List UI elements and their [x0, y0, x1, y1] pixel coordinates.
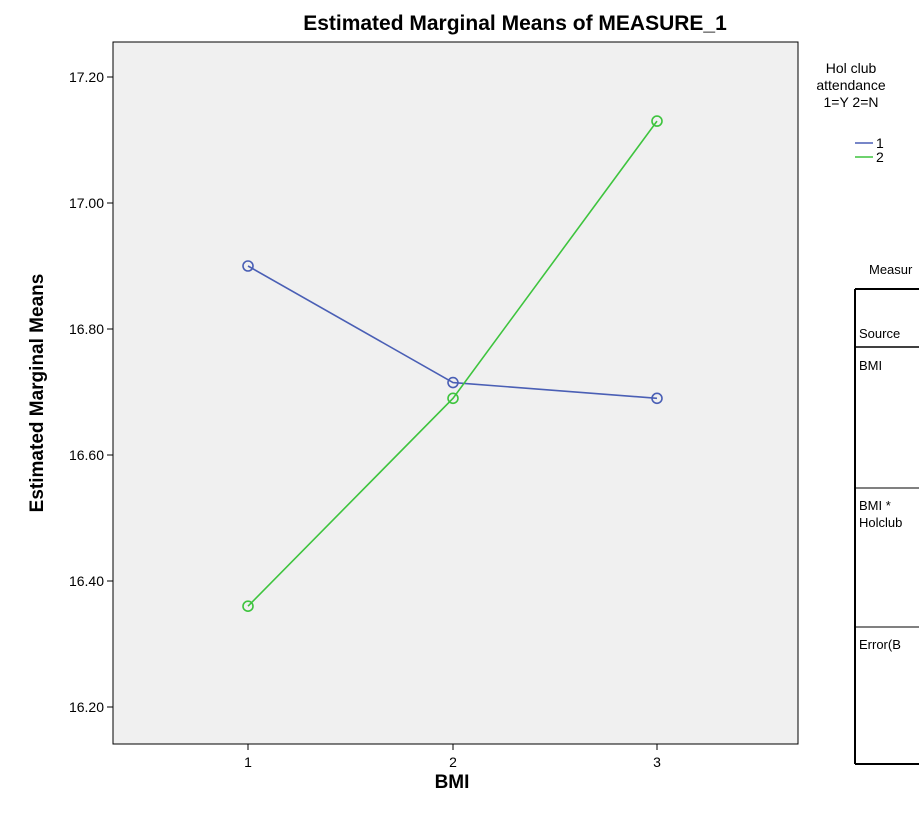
- x-axis-ticks: 1 2 3: [244, 744, 661, 770]
- side-table: Measur Source BMI BMI * Holclub Error(B: [854, 262, 919, 765]
- y-tick-label: 17.20: [69, 69, 104, 85]
- table-header-source: Source: [859, 326, 900, 341]
- legend-title-line-3: 1=Y 2=N: [823, 94, 878, 110]
- series-1-line: [247, 265, 658, 400]
- legend-label-1: 1: [876, 135, 884, 151]
- legend-title-line-1: Hol club: [826, 60, 877, 76]
- x-tick-label: 2: [449, 754, 457, 770]
- table-row-holclub: Holclub: [859, 515, 902, 530]
- x-tick-label: 3: [653, 754, 661, 770]
- series-1-point: [447, 376, 459, 389]
- x-axis-label: BMI: [435, 772, 470, 793]
- plot-area: [112, 41, 799, 745]
- legend-title-line-2: attendance: [816, 77, 885, 93]
- series-layer: [242, 115, 663, 613]
- y-axis-label: Estimated Marginal Means: [27, 274, 48, 513]
- x-tick-label: 1: [244, 754, 252, 770]
- series-1-point: [651, 392, 663, 405]
- table-row-bmi-star: BMI *: [859, 498, 891, 513]
- y-tick-label: 16.20: [69, 699, 104, 715]
- legend-items: 12: [855, 135, 884, 165]
- y-tick-label: 16.60: [69, 447, 104, 463]
- table-measure-label: Measur: [869, 262, 913, 277]
- y-tick-label: 17.00: [69, 195, 104, 211]
- chart-title: Estimated Marginal Means of MEASURE_1: [303, 12, 727, 35]
- y-tick-label: 16.80: [69, 321, 104, 337]
- series-2-point: [242, 600, 254, 613]
- series-1-point: [242, 260, 254, 272]
- y-tick-label: 16.40: [69, 573, 104, 589]
- series-2-line: [247, 120, 658, 607]
- series-2-point: [447, 392, 459, 405]
- series-2-point: [651, 115, 663, 127]
- legend: Hol club attendance 1=Y 2=N 12: [816, 60, 885, 165]
- legend-label-2: 2: [876, 149, 884, 165]
- y-axis-ticks: 16.20 16.40 16.60 16.80 17.00 17.20: [69, 69, 113, 715]
- table-row-error: Error(B: [859, 637, 901, 652]
- table-row-bmi: BMI: [859, 358, 882, 373]
